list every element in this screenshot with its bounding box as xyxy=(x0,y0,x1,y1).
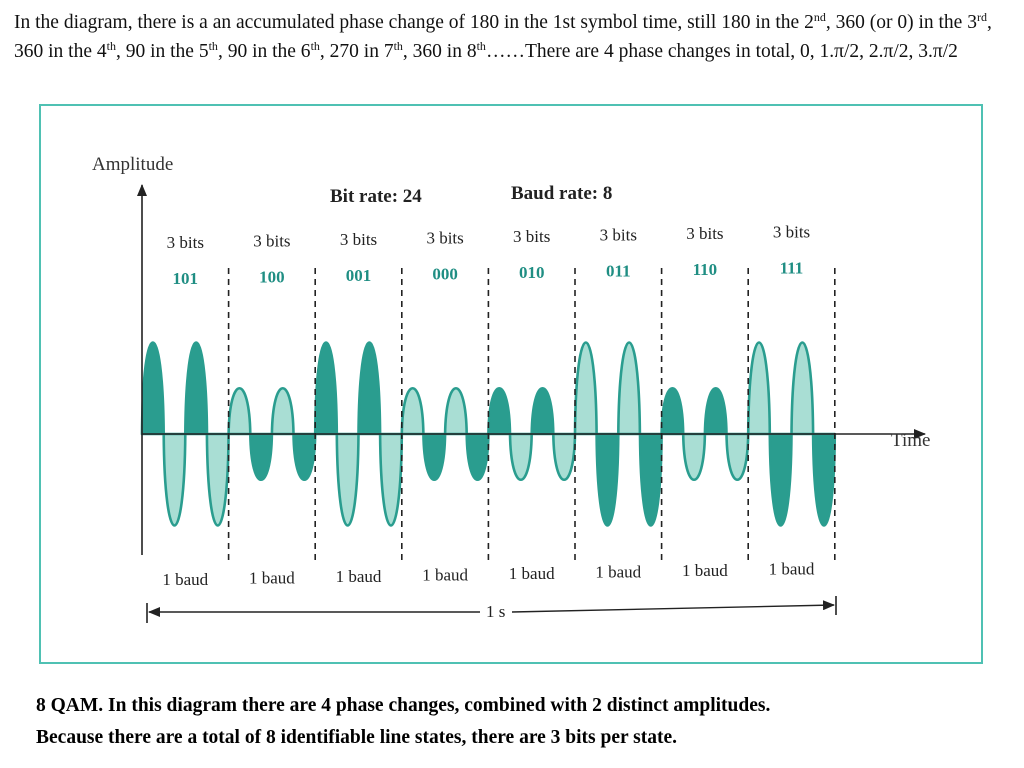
intro-superscript: th xyxy=(310,39,320,53)
wave-lobe xyxy=(487,386,512,436)
wave-lobe xyxy=(313,341,339,436)
intro-superscript: th xyxy=(106,39,116,53)
wave-lobe xyxy=(811,432,837,527)
wave-lobe xyxy=(162,432,187,527)
intro-superscript: th xyxy=(476,39,486,53)
wave-lobe xyxy=(660,386,685,436)
caption-line-1: 8 QAM. In this diagram there are 4 phase… xyxy=(36,695,771,716)
intro-superscript: nd xyxy=(813,10,826,24)
bits-label: 3 bits xyxy=(253,232,290,251)
wave-lobe xyxy=(249,432,274,482)
wave-lobe xyxy=(357,341,382,436)
intro-text: , 270 in 7 xyxy=(319,41,394,62)
wave-lobe xyxy=(508,432,533,482)
symbol-dividers xyxy=(227,268,836,562)
wave-lobe xyxy=(443,386,468,436)
baud-label: 1 baud xyxy=(162,570,208,589)
wave-lobe xyxy=(768,432,793,527)
caption: 8 QAM. In this diagram there are 4 phase… xyxy=(36,690,1016,754)
wave-lobe xyxy=(184,341,209,436)
figure-frame xyxy=(39,104,983,664)
wave-lobe xyxy=(552,432,577,482)
bits-label: 3 bits xyxy=(686,224,723,243)
intro-superscript: th xyxy=(208,39,218,53)
symbol-code: 001 xyxy=(346,266,372,285)
bits-label: 3 bits xyxy=(167,233,204,252)
intro-superscript: rd xyxy=(976,10,987,24)
baud-label: 1 baud xyxy=(595,563,641,582)
wave-lobe xyxy=(270,386,295,436)
baud-label: 1 baud xyxy=(769,560,815,579)
caption-line-2: Because there are a total of 8 identifia… xyxy=(36,727,678,748)
wave-lobe xyxy=(790,341,815,436)
intro-text: , 360 in the 4 xyxy=(14,12,992,62)
symbol-code: 100 xyxy=(259,268,285,287)
wave-lobe xyxy=(681,432,707,482)
duration-arrow-right xyxy=(511,600,835,613)
bits-label: 3 bits xyxy=(513,227,550,246)
wave-lobe xyxy=(725,432,750,482)
wave-lobe xyxy=(378,432,404,527)
wave-lobe xyxy=(595,432,620,527)
baud-label: 1 baud xyxy=(509,564,555,583)
bits-label: 3 bits xyxy=(426,229,463,248)
wave-lobe xyxy=(703,386,728,436)
wave-lobe xyxy=(638,432,663,527)
waveform xyxy=(140,341,837,527)
intro-text: , 90 in the 5 xyxy=(115,41,209,62)
bit-rate-label: Bit rate: 24 xyxy=(330,186,422,207)
intro-text: , 360 (or 0) in the 3 xyxy=(825,12,977,33)
baud-label: 1 baud xyxy=(249,569,295,588)
symbol-code: 111 xyxy=(780,259,804,278)
wave-lobe xyxy=(573,341,598,436)
baud-label: 1 baud xyxy=(682,561,728,580)
duration-label: 1 s xyxy=(486,602,505,621)
intro-text: ……There are 4 phase changes in total, 0,… xyxy=(485,41,958,62)
bits-label: 3 bits xyxy=(340,230,377,249)
symbol-code: 110 xyxy=(693,260,718,279)
wave-lobe xyxy=(227,386,252,436)
symbol-code: 101 xyxy=(173,269,199,288)
intro-paragraph: In the diagram, there is a an accumulate… xyxy=(14,8,1014,66)
symbol-code: 000 xyxy=(432,265,458,284)
intro-superscript: th xyxy=(393,39,403,53)
baud-rate-label: Baud rate: 8 xyxy=(511,183,612,204)
bits-label: 3 bits xyxy=(773,223,810,242)
time-axis-label: Time xyxy=(891,430,930,451)
wave-lobe xyxy=(465,432,490,482)
wave-lobe xyxy=(335,432,360,527)
bits-label: 3 bits xyxy=(600,226,637,245)
wave-lobe xyxy=(400,386,425,436)
symbol-code: 011 xyxy=(606,262,631,281)
intro-text: In the diagram, there is a an accumulate… xyxy=(14,12,814,33)
intro-text: , 90 in the 6 xyxy=(217,41,311,62)
wave-lobe xyxy=(292,432,317,482)
wave-lobe xyxy=(530,386,555,436)
wave-lobe xyxy=(422,432,447,482)
wave-lobe xyxy=(205,432,230,527)
baud-label: 1 baud xyxy=(336,567,382,586)
wave-lobe xyxy=(746,341,772,436)
wave-lobe xyxy=(617,341,642,436)
amplitude-axis-label: Amplitude xyxy=(92,154,173,175)
symbol-code: 010 xyxy=(519,263,545,282)
wave-lobe xyxy=(140,341,165,436)
intro-text: , 360 in 8 xyxy=(402,41,477,62)
baud-label: 1 baud xyxy=(422,566,468,585)
symbol-labels: 3 bits 101 1 baud 3 bits 100 1 baud 3 bits 001 1… xyxy=(162,223,814,590)
